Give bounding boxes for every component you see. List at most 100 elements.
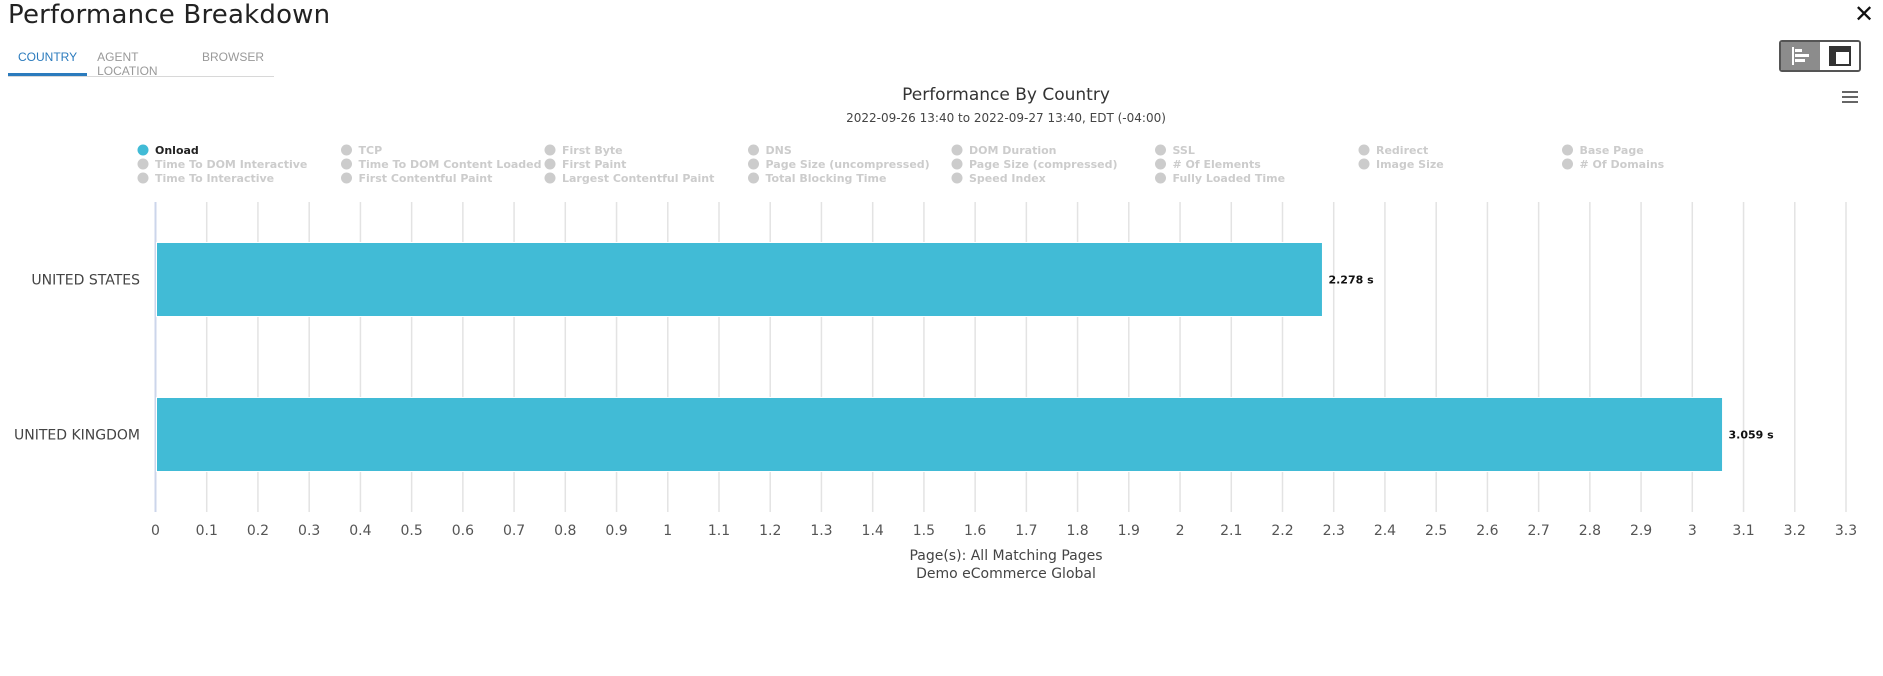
x-tick-label: 3.2 <box>1784 523 1806 539</box>
legend-item[interactable]: Page Size (uncompressed) <box>766 158 930 171</box>
x-tick-label: 0.7 <box>503 523 525 539</box>
chart-title: Performance By Country <box>902 85 1110 105</box>
x-tick-label: 2.6 <box>1476 523 1498 539</box>
legend-item[interactable]: Total Blocking Time <box>766 172 887 185</box>
x-tick-label: 1.7 <box>1015 523 1037 539</box>
legend-item[interactable]: Time To DOM Interactive <box>155 158 307 171</box>
legend-item[interactable]: TCP <box>359 144 383 157</box>
legend-item[interactable]: SSL <box>1173 144 1195 157</box>
data-label: 2.278 s <box>1328 274 1374 287</box>
legend-marker[interactable] <box>1562 144 1573 156</box>
data-label: 3.059 s <box>1729 429 1775 442</box>
legend-item[interactable]: Image Size <box>1376 158 1444 171</box>
legend-marker[interactable] <box>137 172 149 184</box>
legend-item[interactable]: First Byte <box>562 144 623 157</box>
table-view-button[interactable] <box>1820 42 1859 70</box>
legend-item[interactable]: DNS <box>766 144 792 157</box>
close-icon[interactable]: ✕ <box>1853 0 1875 28</box>
legend-marker[interactable] <box>1155 158 1166 170</box>
legend-item[interactable]: Base Page <box>1580 144 1644 157</box>
legend-marker[interactable] <box>137 144 149 156</box>
view-toggle <box>1779 40 1861 72</box>
chart-menu-button[interactable] <box>1839 88 1861 106</box>
bar-chart-view-icon <box>1791 47 1809 65</box>
legend-marker[interactable] <box>1358 144 1370 156</box>
x-tick-label: 0.4 <box>349 523 371 539</box>
category-label: UNITED KINGDOM <box>14 428 140 444</box>
bar-chart-view-button[interactable] <box>1781 42 1820 70</box>
x-tick-label: 0.2 <box>247 523 269 539</box>
x-tick-label: 1 <box>663 523 672 539</box>
x-tick-label: 2 <box>1176 523 1185 539</box>
legend-item[interactable]: First Paint <box>562 158 626 171</box>
legend-marker[interactable] <box>341 144 352 156</box>
x-tick-label: 3.1 <box>1732 523 1754 539</box>
legend-item[interactable]: Redirect <box>1376 144 1428 157</box>
hamburger-menu-icon <box>1842 91 1858 103</box>
legend-marker[interactable] <box>1358 158 1370 170</box>
legend-marker[interactable] <box>748 144 759 156</box>
x-tick-label: 1.1 <box>708 523 730 539</box>
x-tick-label: 0.5 <box>401 523 423 539</box>
x-tick-label: 1.2 <box>759 523 781 539</box>
x-tick-label: 3 <box>1688 523 1697 539</box>
tab-browser[interactable]: BROWSER <box>201 50 264 64</box>
category-label: UNITED STATES <box>31 273 140 289</box>
legend-marker[interactable] <box>137 158 149 170</box>
x-tick-label: 2.8 <box>1579 523 1601 539</box>
x-tick-label: 2.7 <box>1528 523 1550 539</box>
legend-item[interactable]: Fully Loaded Time <box>1173 172 1286 185</box>
legend-marker[interactable] <box>544 158 556 170</box>
x-tick-label: 1.6 <box>964 523 986 539</box>
legend-marker[interactable] <box>1155 144 1166 156</box>
legend-marker[interactable] <box>951 158 963 170</box>
legend-marker[interactable] <box>951 144 963 156</box>
x-tick-label: 0.9 <box>605 523 627 539</box>
x-tick-label: 1.8 <box>1066 523 1088 539</box>
x-tick-label: 0.8 <box>554 523 576 539</box>
x-tick-label: 3.3 <box>1835 523 1857 539</box>
x-tick-label: 1.3 <box>810 523 832 539</box>
x-tick-label: 1.5 <box>913 523 935 539</box>
x-tick-label: 2.2 <box>1271 523 1293 539</box>
x-axis-label: Page(s): All Matching Pages <box>909 548 1102 564</box>
x-tick-label: 1.9 <box>1118 523 1140 539</box>
legend-marker[interactable] <box>544 172 556 184</box>
legend-marker[interactable] <box>341 172 352 184</box>
legend-item[interactable]: DOM Duration <box>969 144 1056 157</box>
legend-marker[interactable] <box>544 144 556 156</box>
legend-item[interactable]: Page Size (compressed) <box>969 158 1118 171</box>
legend-marker[interactable] <box>1155 172 1166 184</box>
legend-item[interactable]: Speed Index <box>969 172 1046 185</box>
legend-marker[interactable] <box>748 172 759 184</box>
legend-marker[interactable] <box>1562 158 1573 170</box>
legend-item[interactable]: Time To Interactive <box>155 172 274 185</box>
table-view-icon <box>1828 46 1851 66</box>
x-tick-label: 2.5 <box>1425 523 1447 539</box>
legend-marker[interactable] <box>748 158 759 170</box>
x-tick-label: 0.6 <box>452 523 474 539</box>
legend-item[interactable]: First Contentful Paint <box>359 172 493 185</box>
chart-subtitle: 2022-09-26 13:40 to 2022-09-27 13:40, ED… <box>846 111 1166 125</box>
bar-united-states[interactable] <box>156 242 1323 317</box>
tab-bar: COUNTRY AGENT LOCATION BROWSER <box>8 44 274 78</box>
legend-item[interactable]: Largest Contentful Paint <box>562 172 714 185</box>
tab-country[interactable]: COUNTRY <box>8 44 88 76</box>
legend-item[interactable]: # Of Domains <box>1580 158 1665 171</box>
x-tick-label: 0.3 <box>298 523 320 539</box>
page-title: Performance Breakdown <box>8 0 331 30</box>
x-tick-label: 2.9 <box>1630 523 1652 539</box>
legend-item[interactable]: Onload <box>155 144 199 157</box>
legend-item[interactable]: # Of Elements <box>1173 158 1262 171</box>
x-tick-label: 0.1 <box>196 523 218 539</box>
legend-item[interactable]: Time To DOM Content Loaded <box>359 158 542 171</box>
tab-agent-location[interactable]: AGENT LOCATION <box>97 50 158 78</box>
legend-marker[interactable] <box>341 158 352 170</box>
legend-marker[interactable] <box>951 172 963 184</box>
x-axis-label: Demo eCommerce Global <box>916 566 1096 582</box>
x-tick-label: 2.3 <box>1323 523 1345 539</box>
bar-united-kingdom[interactable] <box>156 397 1724 472</box>
x-tick-label: 2.1 <box>1220 523 1242 539</box>
